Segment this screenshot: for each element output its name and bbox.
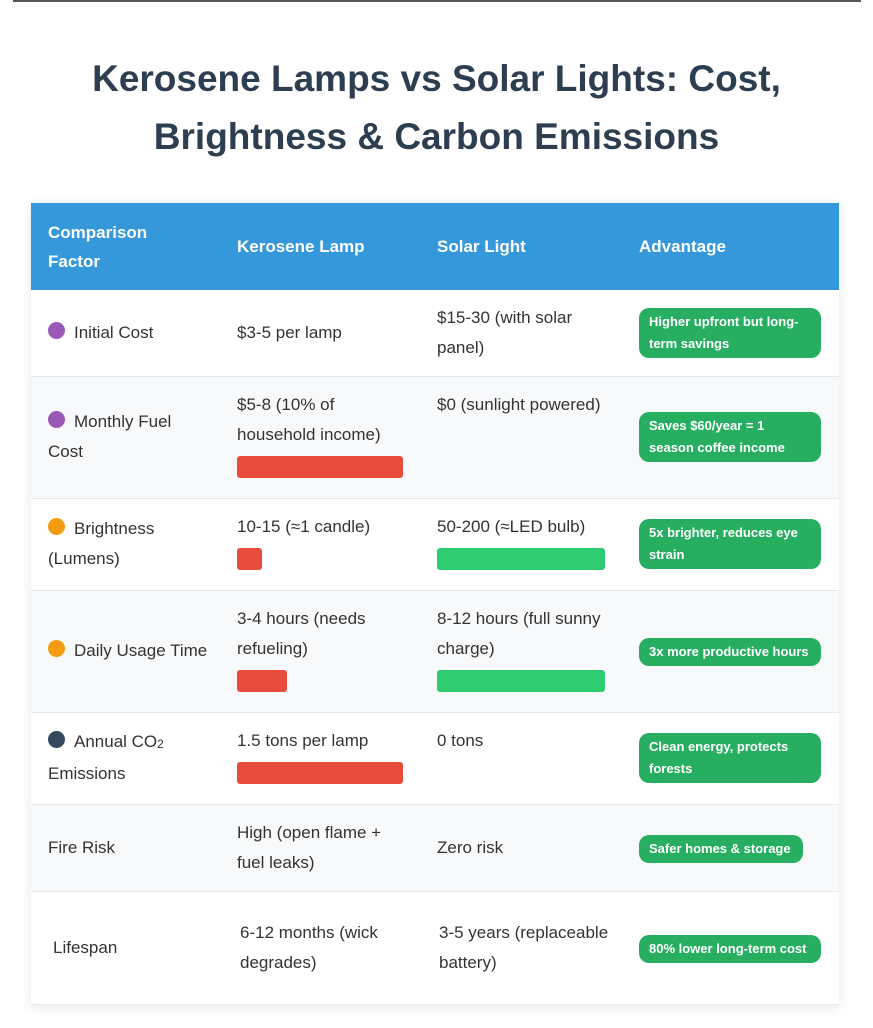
factor-cell: Initial Cost [31, 290, 220, 377]
advantage-badge: Safer homes & storage [639, 834, 803, 863]
advantage-cell: Clean energy, protects forests [622, 712, 839, 805]
solar-cell: 50-200 (≈LED bulb) [420, 498, 622, 591]
comparison-table: Comparison Factor Kerosene Lamp Solar Li… [31, 203, 839, 1005]
advantage-badge: Saves $60/year = 1 season coffee income [639, 412, 821, 462]
advantage-badge: Clean energy, protects forests [639, 733, 821, 783]
table-row: Daily Usage Time 3-4 hours (needs refuel… [31, 590, 839, 713]
header-kerosene-lamp: Kerosene Lamp [220, 203, 420, 290]
factor-label: Annual CO [74, 732, 158, 751]
kerosene-bar [237, 669, 287, 692]
solar-value: 50-200 (≈LED bulb) [437, 516, 586, 536]
kerosene-value: 3-4 hours (needs refueling) [237, 608, 366, 658]
category-dot [48, 518, 65, 535]
solar-value: $0 (sunlight powered) [437, 394, 601, 414]
table-row: Monthly Fuel Cost $5-8 (10% of household… [31, 376, 839, 499]
factor-cell: Fire Risk [31, 804, 220, 892]
advantage-badge: 3x more productive hours [639, 638, 821, 666]
kerosene-bar [237, 547, 262, 570]
solar-cell: 3-5 years (replaceable battery) [420, 891, 622, 1005]
table-header-row: Comparison Factor Kerosene Lamp Solar Li… [31, 203, 839, 290]
advantage-badge: 5x brighter, reduces eye strain [639, 519, 821, 569]
advantage-badge: Higher upfront but long-term savings [639, 307, 821, 358]
factor-subscript: 2 [157, 737, 164, 751]
kerosene-value: $3-5 per lamp [237, 322, 342, 342]
solar-value: 0 tons [437, 730, 484, 750]
factor-label: Monthly Fuel Cost [48, 412, 172, 461]
advantage-badge: 80% lower long-term cost [639, 934, 821, 963]
kerosene-value: 1.5 tons per lamp [237, 730, 369, 750]
factor-label: Lifespan [53, 937, 118, 957]
factor-cell: Monthly Fuel Cost [31, 376, 220, 499]
advantage-cell: Saves $60/year = 1 season coffee income [622, 376, 839, 499]
category-dot [48, 640, 65, 657]
kerosene-cell: 6-12 months (wick degrades) [220, 891, 420, 1005]
title-line-1: Kerosene Lamps vs Solar Lights: Cost, [92, 58, 781, 99]
factor-cell: Annual CO2 Emissions [31, 712, 220, 805]
header-advantage: Advantage [622, 203, 839, 290]
factor-label-tail: Emissions [48, 764, 126, 783]
table-row: Fire Risk High (open flame + fuel leaks)… [31, 804, 839, 892]
kerosene-bar [237, 455, 403, 478]
solar-bar [437, 547, 605, 570]
solar-cell: $15-30 (with solar panel) [420, 290, 622, 377]
category-dot [48, 411, 65, 428]
table-row: Lifespan 6-12 months (wick degrades) 3-5… [31, 891, 839, 1005]
factor-cell: Daily Usage Time [31, 590, 220, 713]
solar-cell: 8-12 hours (full sunny charge) [420, 590, 622, 713]
solar-value: Zero risk [437, 837, 504, 857]
category-dot [48, 731, 65, 748]
advantage-cell: Higher upfront but long-term savings [622, 290, 839, 377]
solar-value: 3-5 years (replaceable battery) [439, 922, 609, 972]
kerosene-cell: 10-15 (≈1 candle) [220, 498, 420, 591]
kerosene-cell: High (open flame + fuel leaks) [220, 804, 420, 892]
solar-cell: 0 tons [420, 712, 622, 805]
kerosene-value: 6-12 months (wick degrades) [240, 922, 378, 972]
advantage-cell: Safer homes & storage [622, 804, 839, 892]
advantage-cell: 3x more productive hours [622, 590, 839, 713]
top-divider [13, 0, 861, 2]
factor-cell: Lifespan [31, 891, 220, 1005]
kerosene-bar [237, 761, 403, 784]
factor-label: Brightness (Lumens) [48, 519, 155, 568]
table-row: Annual CO2 Emissions 1.5 tons per lamp 0 … [31, 712, 839, 805]
kerosene-cell: $3-5 per lamp [220, 290, 420, 377]
title-line-2: Brightness & Carbon Emissions [153, 116, 720, 157]
solar-bar [437, 669, 605, 692]
kerosene-value: 10-15 (≈1 candle) [237, 516, 371, 536]
header-comparison-factor: Comparison Factor [31, 203, 220, 290]
table-row: Initial Cost $3-5 per lamp $15-30 (with … [31, 290, 839, 377]
factor-label: Initial Cost [74, 322, 154, 342]
factor-label: Daily Usage Time [74, 641, 208, 660]
solar-cell: Zero risk [420, 804, 622, 892]
kerosene-cell: 3-4 hours (needs refueling) [220, 590, 420, 713]
kerosene-value: $5-8 (10% of household income) [237, 394, 381, 444]
comparison-table-container: Comparison Factor Kerosene Lamp Solar Li… [31, 203, 839, 1005]
category-dot [48, 321, 65, 339]
kerosene-cell: $5-8 (10% of household income) [220, 376, 420, 499]
page-title: Kerosene Lamps vs Solar Lights: Cost, Br… [0, 50, 873, 166]
table-row: Brightness (Lumens) 10-15 (≈1 candle) 50… [31, 498, 839, 591]
factor-cell: Brightness (Lumens) [31, 498, 220, 591]
header-solar-light: Solar Light [420, 203, 622, 290]
advantage-cell: 80% lower long-term cost [622, 891, 839, 1005]
solar-value: 8-12 hours (full sunny charge) [437, 608, 601, 658]
factor-label: Fire Risk [48, 837, 116, 857]
advantage-cell: 5x brighter, reduces eye strain [622, 498, 839, 591]
kerosene-cell: 1.5 tons per lamp [220, 712, 420, 805]
solar-cell: $0 (sunlight powered) [420, 376, 622, 499]
solar-value: $15-30 (with solar panel) [437, 307, 573, 357]
kerosene-value: High (open flame + fuel leaks) [237, 822, 382, 872]
